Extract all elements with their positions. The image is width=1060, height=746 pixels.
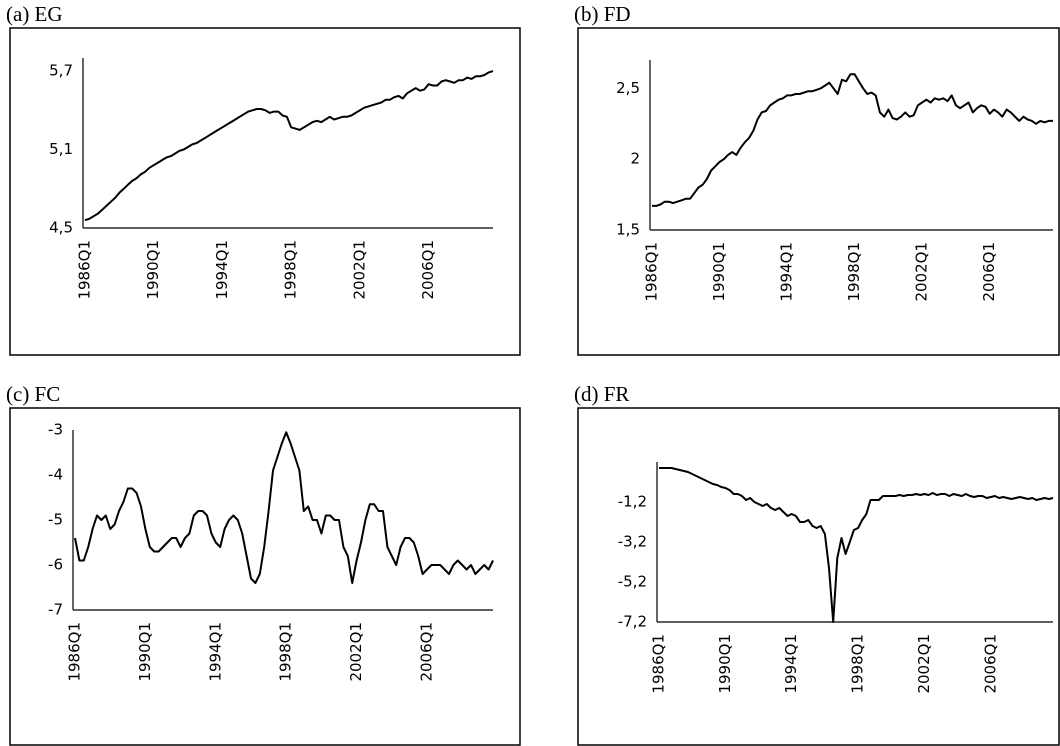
x-tick-label: 2002Q1 (350, 240, 368, 300)
x-tick-label: 2006Q1 (980, 242, 998, 302)
y-tick-label: 4,5 (49, 219, 73, 237)
x-tick-label: 1994Q1 (213, 240, 231, 300)
y-tick-label: -1,2 (618, 493, 647, 511)
x-tick-label: 2002Q1 (347, 622, 365, 682)
x-tick-label: 1998Q1 (277, 622, 295, 682)
y-tick-label: -5,2 (618, 573, 647, 591)
panel-frame (577, 27, 1060, 356)
data-line (74, 431, 494, 584)
y-tick-label: -7,2 (618, 613, 647, 631)
data-line (659, 467, 1054, 623)
y-tick-label: -6 (48, 556, 63, 574)
y-tick-label: -3 (48, 421, 63, 439)
x-tick-label: 1986Q1 (650, 634, 668, 694)
x-tick-label: 1994Q1 (782, 634, 800, 694)
panel-frame (577, 407, 1060, 746)
y-tick-label: 5,1 (49, 140, 73, 158)
x-tick-label: 1986Q1 (643, 242, 661, 302)
x-tick-label: 2002Q1 (913, 242, 931, 302)
x-tick-label: 2002Q1 (915, 634, 933, 694)
x-tick-label: 1998Q1 (282, 240, 300, 300)
y-tick-label: 1,5 (616, 221, 640, 239)
chart-title: (d) FR (574, 382, 629, 406)
x-tick-label: 2006Q1 (418, 622, 436, 682)
data-line (84, 70, 494, 222)
x-tick-label: 1998Q1 (849, 634, 867, 694)
y-tick-label: -4 (48, 466, 63, 484)
y-tick-label: 2,5 (616, 79, 640, 97)
chart-title: (c) FC (6, 382, 60, 406)
panel-frame (9, 407, 521, 746)
chart-title: (a) EG (6, 2, 63, 26)
x-tick-label: 2006Q1 (981, 634, 999, 694)
panel-frame (9, 27, 521, 356)
x-tick-label: 1994Q1 (206, 622, 224, 682)
x-tick-label: 1986Q1 (76, 240, 94, 300)
y-tick-label: -3,2 (618, 533, 647, 551)
data-line (652, 73, 1053, 207)
x-tick-label: 1998Q1 (845, 242, 863, 302)
x-tick-label: 1990Q1 (710, 242, 728, 302)
x-tick-label: 1990Q1 (144, 240, 162, 300)
x-tick-label: 2006Q1 (419, 240, 437, 300)
x-tick-label: 1990Q1 (136, 622, 154, 682)
y-tick-label: 2 (630, 150, 640, 168)
x-tick-label: 1990Q1 (716, 634, 734, 694)
y-tick-label: 5,7 (49, 62, 73, 80)
x-tick-label: 1986Q1 (66, 622, 84, 682)
x-tick-label: 1994Q1 (778, 242, 796, 302)
chart-title: (b) FD (574, 2, 631, 26)
y-tick-label: -7 (48, 601, 63, 619)
y-tick-label: -5 (48, 511, 63, 529)
